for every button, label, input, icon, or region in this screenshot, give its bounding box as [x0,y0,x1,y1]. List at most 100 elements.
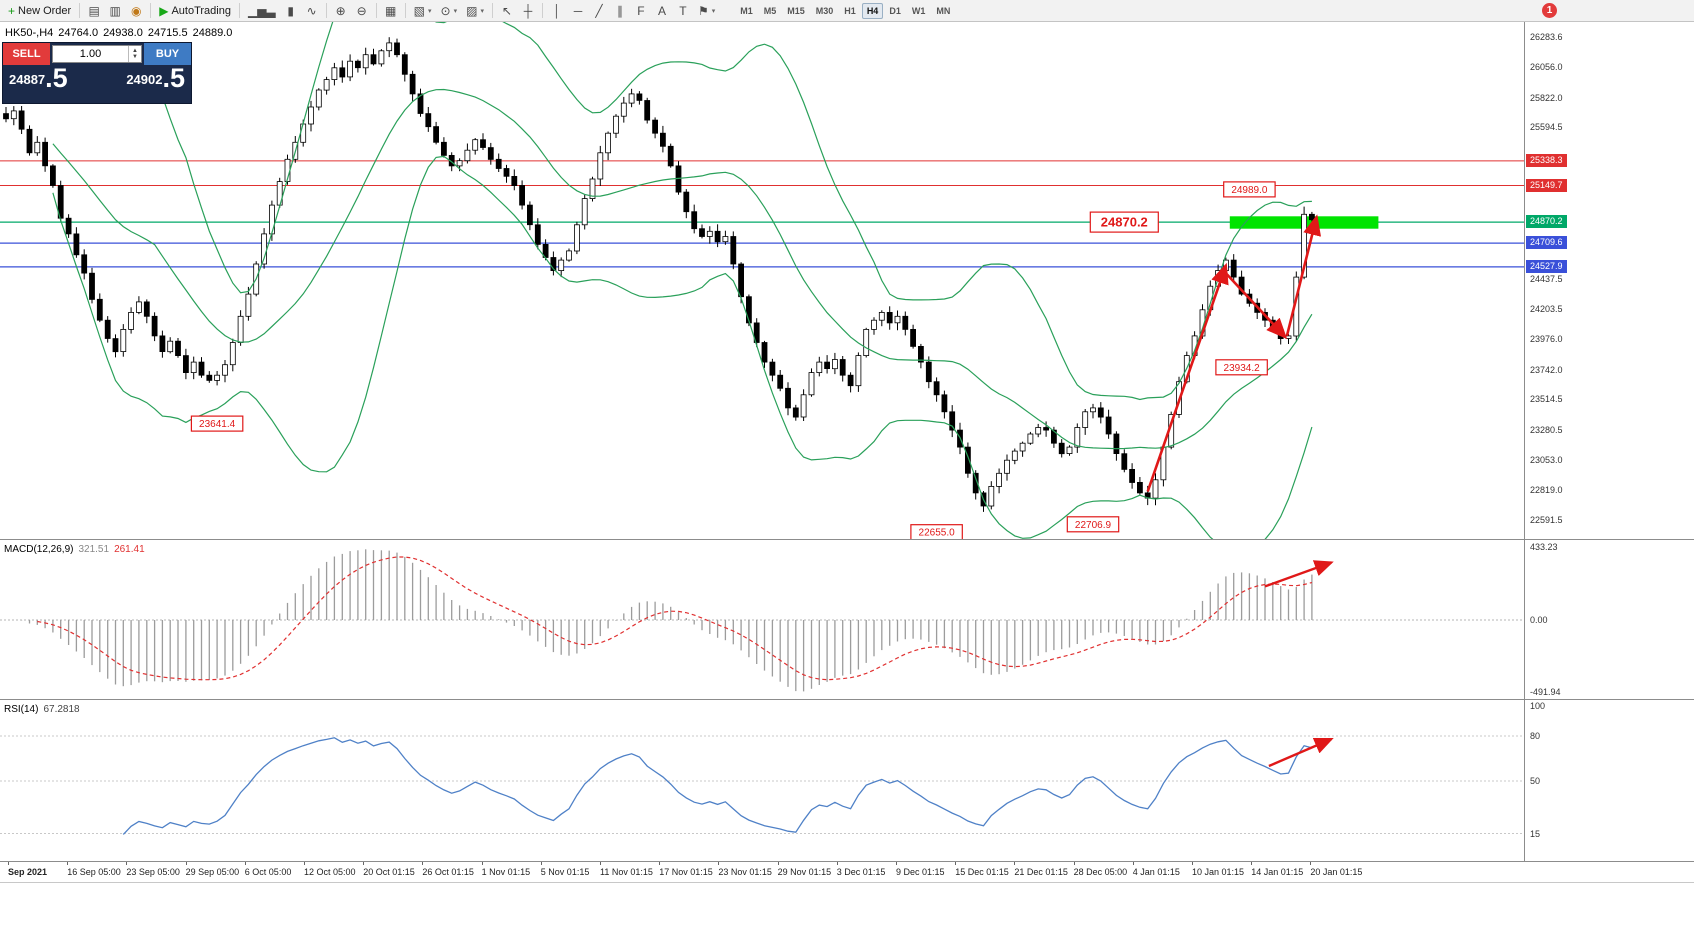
price-tick: 23053.0 [1530,454,1563,465]
panel-separator[interactable] [0,539,1694,540]
lot-size-field[interactable]: 1.00 ▲ ▼ [52,45,142,63]
timeframe-w1[interactable]: W1 [911,5,926,16]
price-tick: 25822.0 [1530,92,1563,103]
mql-community-icon[interactable]: ◉ [126,2,146,20]
lot-size-value[interactable]: 1.00 [79,48,102,60]
arrows-icon[interactable]: ⚑ ▾ [694,2,719,20]
price-annotation[interactable]: 22706.9 [1066,516,1120,533]
price-annotation[interactable]: 22655.0 [910,524,963,541]
time-label: 12 Oct 05:00 [304,867,356,877]
crosshair-icon[interactable]: ┼ [518,2,538,20]
periods-icon[interactable]: ⊙ ▾ [437,2,462,20]
svg-text:22655.0: 22655.0 [919,528,956,539]
timeframe-d1[interactable]: D1 [889,5,901,16]
macd-signal-value: 261.41 [114,544,145,555]
zoom-out-icon[interactable]: ⊖ [352,2,372,20]
timeframe-m15[interactable]: M15 [787,5,805,16]
tile-windows-icon[interactable]: ▦ [381,2,401,20]
chevron-down-icon[interactable]: ▾ [453,7,458,15]
timeframe-mn[interactable]: MN [936,5,951,16]
candle [1137,477,1143,495]
chart-profile-icon[interactable]: ▥ [105,2,125,20]
time-label: 23 Nov 01:15 [718,867,772,877]
candle [315,88,322,111]
symbol-label: HK50-,H4 [5,27,54,39]
chevron-down-icon[interactable]: ▾ [428,7,432,15]
candle [81,249,88,280]
templates-icon[interactable]: ▨ ▾ [462,2,488,20]
macd-arrow[interactable] [1264,560,1334,588]
line-chart-icon[interactable]: ∿ [302,2,322,20]
candle [777,370,784,392]
candle [824,355,830,374]
time-axis[interactable]: Sep 2021 16 Sep 05:00 23 Sep 05:00 29 Sep 0… [0,862,1694,882]
timeframe-h4[interactable]: H4 [861,2,884,19]
rsi-axis-label: 100 [1530,701,1546,711]
channel-icon[interactable]: ∥ [610,2,630,20]
time-label: Sep 2021 [8,867,48,877]
candle [636,91,643,105]
lot-step-down-icon[interactable]: ▼ [132,54,138,60]
candle [65,214,72,238]
buy-button[interactable]: BUY [144,43,191,65]
macd-canvas[interactable] [0,540,1524,700]
candle [206,371,213,383]
candle [871,317,877,335]
rsi-canvas[interactable] [0,700,1524,862]
chevron-down-icon[interactable]: ▾ [711,7,716,15]
time-tick [896,862,897,865]
sell-button[interactable]: SELL [3,43,50,65]
trade-panel-controls: SELL 1.00 ▲ ▼ BUY [3,43,191,65]
trend-arrow[interactable] [1285,214,1322,337]
trendline-icon[interactable]: ╱ [589,2,609,20]
price-annotation[interactable]: 24870.2 [1089,211,1159,233]
candle [550,251,557,276]
price-annotation[interactable]: 23641.4 [190,415,244,432]
panel-separator[interactable] [0,699,1694,700]
text-icon[interactable]: A [652,2,672,20]
autotrading-button[interactable]: ▶ AutoTrading [155,2,235,20]
price-annotation[interactable]: 24989.0 [1223,181,1276,198]
vertical-line-icon[interactable]: │ [547,2,567,20]
buy-price[interactable]: 24902.5 [126,65,185,92]
candle [753,318,760,348]
cursor-icon[interactable]: ↖ [497,2,517,20]
timeframe-h1[interactable]: H1 [844,5,856,16]
timeframe-m5[interactable]: M5 [763,5,777,16]
bar-chart-icon[interactable]: ▁▅▃ [244,2,280,20]
chevron-down-icon[interactable]: ▾ [480,7,484,15]
label-icon-glyph: T [679,3,687,18]
rsi-arrow[interactable] [1268,737,1334,768]
label-icon[interactable]: T [673,2,693,20]
trend-arrow[interactable] [1146,262,1229,493]
candle [472,138,479,155]
price-annotation[interactable]: 23934.2 [1215,359,1268,376]
candle [42,137,48,172]
candlestick-chart-icon[interactable]: ▮ [281,2,301,20]
notification-badge[interactable]: 1 [1542,3,1557,18]
lot-stepper[interactable]: ▲ ▼ [128,46,141,62]
new-order-button[interactable]: + New Order [4,2,75,20]
horizontal-line-icon[interactable]: ─ [568,2,588,20]
time-label: 21 Dec 01:15 [1014,867,1068,877]
candle [613,114,619,138]
candle [519,180,525,210]
timeframe-m1[interactable]: M1 [740,5,753,16]
lot-step-up-icon[interactable]: ▲ [132,48,138,54]
sell-price[interactable]: 24887.5 [9,65,68,92]
price-chart-canvas[interactable]: 23641.4 22655.0 22706.9 23934.2 24989.0 24870… [0,0,1524,551]
candle [597,145,604,186]
candle [104,316,111,343]
candle [308,100,314,132]
candle [1113,431,1120,461]
candle [902,311,909,336]
candle [863,327,870,358]
zoom-in-icon[interactable]: ⊕ [331,2,351,20]
print-icon[interactable]: ▤ [84,2,104,20]
new-chart-icon[interactable]: ▧ ▾ [410,2,436,20]
fibonacci-icon[interactable]: F [631,2,651,20]
timeframe-m30[interactable]: M30 [815,5,834,16]
candle [816,356,823,377]
trend-arrow[interactable] [1224,272,1288,340]
price-tick: 24437.5 [1530,273,1563,284]
